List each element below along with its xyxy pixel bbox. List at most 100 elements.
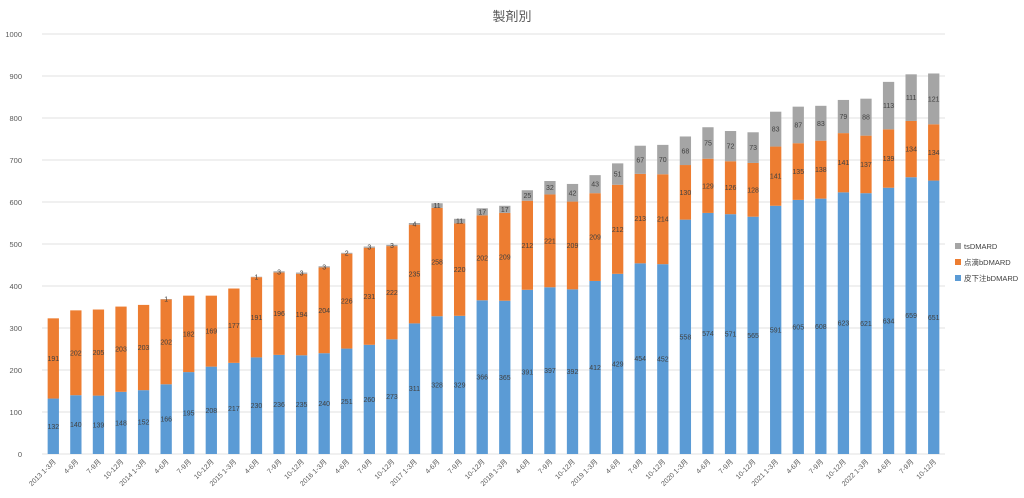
- data-label: 132: [47, 424, 59, 431]
- data-label: 134: [905, 147, 917, 154]
- data-label: 194: [296, 312, 308, 319]
- x-tick-label: 4-6月: [604, 458, 622, 476]
- x-tick-label: 7-9月: [717, 458, 735, 476]
- bar-segment: [431, 203, 443, 208]
- data-label: 213: [634, 216, 646, 223]
- bar-segment: [476, 300, 488, 454]
- x-tick-label: 10-12月: [734, 458, 757, 481]
- bar-segment: [363, 246, 375, 248]
- bar-segment: [544, 194, 556, 288]
- bar-segment: [341, 253, 353, 349]
- bar-segment: [612, 184, 624, 274]
- data-label: 205: [93, 350, 105, 357]
- bar-segment: [882, 129, 895, 188]
- data-label: 659: [905, 313, 917, 320]
- data-label: 203: [138, 345, 150, 352]
- bar-segment: [341, 252, 353, 254]
- data-label: 152: [138, 420, 150, 427]
- bar-segment: [612, 273, 624, 454]
- chart-title: 製剤別: [492, 9, 532, 24]
- bar-segment: [431, 207, 443, 317]
- data-label: 134: [928, 150, 940, 157]
- data-label: 392: [567, 369, 579, 376]
- bar-segment: [679, 136, 692, 166]
- data-label: 651: [928, 315, 940, 322]
- bar-segment: [476, 208, 488, 216]
- data-label: 113: [883, 103, 894, 110]
- x-tick-label: 10-12月: [463, 458, 486, 481]
- data-label: 454: [634, 356, 646, 363]
- bar-segment: [453, 218, 466, 224]
- data-label: 3: [390, 243, 394, 250]
- bar-segment: [499, 205, 511, 213]
- bar-segment: [724, 161, 737, 215]
- bar-segment: [295, 272, 308, 274]
- bar-segment: [408, 323, 421, 454]
- data-label: 141: [838, 160, 850, 167]
- bar-segment: [928, 180, 940, 454]
- data-label: 328: [431, 383, 443, 390]
- bar-segment: [566, 183, 579, 202]
- bar-segment: [453, 315, 466, 454]
- y-tick-label: 800: [9, 114, 22, 123]
- bar-segment: [815, 198, 827, 454]
- bar-segment: [815, 140, 827, 199]
- data-label: 365: [499, 375, 511, 382]
- data-label: 191: [47, 356, 59, 363]
- x-tick-label: 10-12月: [192, 458, 215, 481]
- y-tick-label: 900: [9, 72, 22, 81]
- bar-segment: [341, 348, 353, 454]
- bar-segment: [250, 357, 263, 454]
- bar-segment: [386, 244, 398, 247]
- x-tick-label: 4-6月: [424, 458, 442, 476]
- bar-segment: [882, 187, 895, 454]
- x-tick-label: 10-12月: [825, 458, 848, 481]
- bar-segment: [657, 174, 669, 265]
- bar-segment: [657, 264, 669, 454]
- bar-segment: [363, 344, 375, 454]
- data-label: 220: [454, 267, 466, 274]
- bar-segment: [770, 205, 782, 454]
- bar-segment: [295, 355, 308, 454]
- bar-segment: [905, 74, 917, 121]
- data-label: 240: [318, 401, 330, 408]
- bar-segment: [137, 390, 150, 454]
- data-label: 195: [183, 411, 195, 418]
- data-label: 4: [413, 221, 417, 228]
- bar-segment: [860, 98, 872, 136]
- bar-segment: [724, 214, 737, 454]
- bar-segment: [724, 131, 737, 162]
- bar-segment: [273, 271, 285, 273]
- bar-segment: [815, 105, 827, 141]
- x-tick-label: 4-6月: [875, 458, 893, 476]
- data-label: 130: [680, 190, 692, 197]
- y-tick-label: 100: [9, 408, 22, 417]
- bar-segment: [318, 353, 330, 454]
- data-label: 88: [862, 115, 870, 122]
- bar-segment: [589, 280, 601, 454]
- bar-segment: [702, 212, 714, 454]
- data-label: 231: [363, 294, 375, 301]
- data-label: 83: [772, 127, 780, 134]
- legend-item-subcutaneous-bdmard: 皮下注bDMARD: [955, 270, 1018, 286]
- y-tick-label: 300: [9, 324, 22, 333]
- data-label: 139: [93, 422, 105, 429]
- bar-segment: [115, 391, 127, 454]
- data-label: 273: [386, 394, 398, 401]
- data-label: 591: [770, 327, 782, 334]
- x-tick-label: 4-6月: [695, 458, 713, 476]
- bar-segment: [837, 192, 850, 454]
- data-label: 202: [476, 255, 488, 262]
- data-label: 235: [296, 402, 308, 409]
- data-label: 139: [883, 156, 895, 163]
- legend-label-subcutaneous-bdmard: 皮下注bDMARD: [964, 273, 1019, 283]
- bar-segment: [566, 201, 579, 290]
- legend-swatch-subcutaneous-bdmard: [955, 275, 961, 281]
- data-label: 43: [591, 182, 599, 189]
- bar-segment: [589, 193, 601, 281]
- data-label: 135: [792, 169, 804, 176]
- data-label: 202: [160, 339, 172, 346]
- bar-segment: [228, 362, 240, 454]
- data-label: 17: [478, 209, 486, 216]
